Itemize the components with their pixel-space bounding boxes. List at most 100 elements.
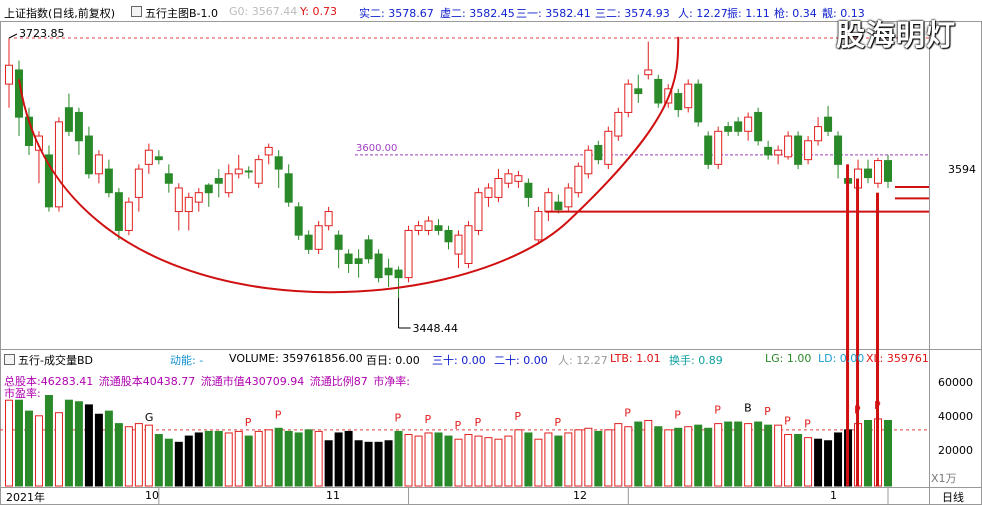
volume-bar xyxy=(724,421,733,487)
index-name: 上证指数(日线,前复权) xyxy=(4,7,116,20)
total-share: 总股本:46283.41 xyxy=(4,375,94,388)
volume-bar xyxy=(524,432,533,487)
candle-body xyxy=(94,154,103,175)
candle-body xyxy=(514,175,523,182)
indicator-toggle-icon[interactable] xyxy=(131,6,142,17)
candle-body xyxy=(384,267,393,276)
volume-indicator-name[interactable]: 五行-成交量BD xyxy=(18,354,93,367)
volume-panel-header: 五行-成交量BD 动能: - VOLUME: 359761856.00 百日: … xyxy=(0,350,982,367)
x-label-11: 11 xyxy=(326,489,340,502)
candle-body xyxy=(474,192,483,231)
dongneng-value: 动能: - xyxy=(170,354,204,367)
volume-bar xyxy=(794,434,803,487)
ren-value: 人: 12.27 xyxy=(678,7,728,20)
huanshou-value: 换手: 0.89 xyxy=(669,354,723,367)
volume-bar xyxy=(124,426,133,487)
volume-bar xyxy=(374,441,383,487)
volume-bar xyxy=(204,430,213,487)
volume-bar xyxy=(334,432,343,487)
candle-body xyxy=(84,135,93,175)
candle-body xyxy=(124,201,133,231)
candle-body xyxy=(624,83,633,113)
p-marker: P xyxy=(674,408,681,421)
watermark-logo: 股海明灯 xyxy=(836,18,957,52)
candle-body xyxy=(694,83,703,123)
volume-bar xyxy=(444,435,453,487)
candle-body xyxy=(324,211,333,227)
candle-body xyxy=(804,140,813,161)
period-label[interactable]: 日线 xyxy=(942,491,964,504)
candle-body xyxy=(424,220,433,231)
p-marker: P xyxy=(764,405,771,418)
signal-bar xyxy=(856,178,860,486)
candle-body xyxy=(64,107,73,132)
volume-bar xyxy=(764,424,773,487)
volume-unit-label: X1万 xyxy=(931,472,957,485)
volume-bar xyxy=(714,423,723,487)
volume-bar xyxy=(134,423,143,487)
candle-body xyxy=(364,239,373,260)
candle-body xyxy=(354,258,363,264)
volume-bar xyxy=(574,429,583,487)
candle-body xyxy=(634,88,643,95)
volume-bar xyxy=(654,426,663,487)
candle-body xyxy=(294,206,303,236)
volume-bar xyxy=(174,441,183,487)
volume-bar xyxy=(544,432,553,487)
p-marker: P xyxy=(714,404,721,417)
volume-bar xyxy=(474,435,483,487)
candle-body xyxy=(34,135,43,151)
x-label-2021: 2021年 xyxy=(6,491,45,504)
candle-body xyxy=(734,121,743,132)
p-marker: P xyxy=(245,416,252,429)
candle-body xyxy=(74,111,83,142)
p-marker: P xyxy=(395,411,402,424)
volume-bar xyxy=(234,430,243,487)
volume-bar xyxy=(864,419,873,487)
volume-axis-tick-20000: 20000 xyxy=(938,444,973,457)
candle-body xyxy=(394,269,403,279)
volume-bar xyxy=(434,432,443,487)
volume-bar xyxy=(494,438,503,487)
volume-bar xyxy=(244,435,253,487)
volume-bar xyxy=(604,429,613,487)
candle-body xyxy=(884,160,892,182)
volume-bar xyxy=(674,427,683,487)
high-label: 3723.85 xyxy=(19,27,65,40)
xl-value: XL: 359761 xyxy=(866,352,929,365)
volume-bar xyxy=(274,427,283,487)
x-label-10: 10 xyxy=(145,489,159,502)
candle-body xyxy=(284,173,293,203)
candle-body xyxy=(444,229,453,243)
p-marker: P xyxy=(624,407,631,420)
high-marker xyxy=(8,33,18,39)
volume-toggle-icon[interactable] xyxy=(4,354,15,365)
ltb-value: LTB: 1.01 xyxy=(610,352,661,365)
volume-bar xyxy=(514,429,523,487)
candle-body xyxy=(234,168,243,175)
p-marker: P xyxy=(454,419,461,432)
volume-bar xyxy=(834,432,843,487)
candle-body xyxy=(764,146,773,156)
candle-body xyxy=(824,116,833,132)
volume-bar xyxy=(84,404,93,487)
vol-ren-value: 人: 12.27 xyxy=(558,354,608,367)
volume-bar xyxy=(594,430,603,487)
volume-bar xyxy=(214,430,223,487)
volume-bar xyxy=(284,430,293,487)
indicator-name[interactable]: 五行主图B-1.0 xyxy=(145,7,219,20)
xu-er-value: 虚二: 3582.45 xyxy=(440,7,515,20)
candle-body xyxy=(554,201,563,211)
candle-body xyxy=(194,192,203,203)
candle-body xyxy=(574,165,583,194)
cup-arc xyxy=(18,36,680,294)
price-axis-label: 3594 xyxy=(948,163,976,176)
candle-body xyxy=(134,168,143,198)
candle-body xyxy=(184,196,193,213)
candle-body xyxy=(834,135,843,165)
candle-body xyxy=(684,83,693,109)
candle-body xyxy=(614,111,623,137)
p-marker: P xyxy=(554,416,561,429)
volume-bar xyxy=(634,421,643,487)
